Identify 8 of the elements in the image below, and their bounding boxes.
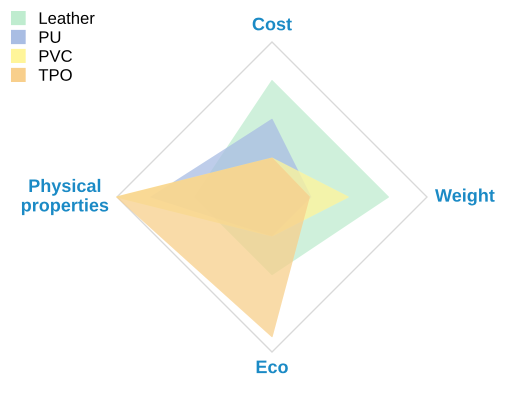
legend-label: Leather <box>40 12 95 24</box>
spoke-label: Weight <box>435 188 495 206</box>
spoke-label: Eco <box>256 360 288 374</box>
spoke-label: Cost <box>252 18 292 30</box>
legend-label: TPO <box>38 69 72 81</box>
legend-label: PVC <box>40 50 72 62</box>
legend-label: PU <box>40 31 60 43</box>
spoke-label: Physical properties <box>22 178 108 216</box>
